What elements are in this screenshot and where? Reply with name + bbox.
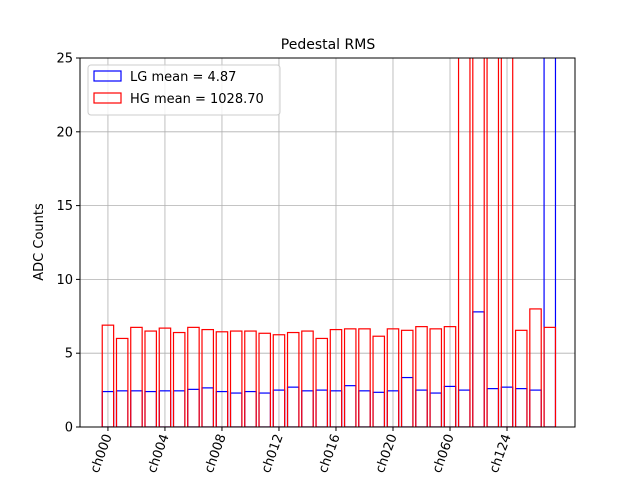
x-tick-label: ch000 [88, 432, 116, 475]
bar [258, 392, 272, 427]
y-tick-label: 10 [56, 273, 73, 288]
bars [101, 58, 557, 427]
bar [486, 388, 500, 427]
bar [329, 328, 343, 427]
bar [386, 328, 400, 427]
bar [172, 390, 186, 427]
legend-label: LG mean = 4.87 [130, 70, 236, 85]
y-tick-label: 20 [56, 125, 73, 140]
bar [514, 388, 528, 427]
bar [172, 331, 186, 427]
bar [201, 328, 215, 427]
bar [101, 324, 115, 427]
bar [400, 329, 414, 427]
bar [358, 390, 371, 427]
bar [457, 389, 471, 427]
bar [301, 330, 314, 427]
bar [244, 390, 257, 427]
bar [400, 376, 414, 427]
bar [343, 385, 357, 427]
bar [187, 388, 200, 427]
bar [543, 58, 557, 427]
bar [115, 390, 129, 427]
bar [529, 308, 542, 427]
bar [457, 58, 471, 427]
legend-swatch [93, 92, 122, 104]
bar [343, 328, 357, 427]
x-tick-label: ch004 [145, 432, 173, 475]
bar [115, 337, 129, 427]
bar [130, 326, 143, 427]
bar [258, 332, 272, 427]
bar [215, 331, 229, 427]
x-tick-label: ch016 [316, 432, 344, 475]
bar [301, 390, 314, 427]
bar [144, 390, 157, 427]
bar [429, 328, 443, 427]
bar [429, 392, 443, 427]
x-tick-label: ch060 [430, 432, 458, 475]
plot-frame [79, 57, 576, 428]
bar [187, 326, 200, 427]
bar [472, 311, 485, 427]
legend-swatch [93, 70, 122, 82]
y-tick-label: 25 [56, 52, 73, 67]
y-axis-label: ADC Counts [32, 203, 47, 281]
x-tick-label: ch008 [202, 432, 230, 475]
bar [229, 392, 243, 427]
chart-title: Pedestal RMS [281, 37, 376, 53]
bar [529, 389, 542, 427]
bar [229, 330, 243, 427]
bar [372, 335, 386, 427]
bar [514, 329, 528, 427]
legend: LG mean = 4.87 HG mean = 1028.70 [87, 64, 281, 116]
bar [244, 330, 257, 427]
bar [486, 58, 500, 427]
bar [315, 337, 329, 427]
x-tick-label: ch124 [487, 432, 515, 475]
legend-label: HG mean = 1028.70 [130, 92, 264, 107]
bar [415, 389, 428, 427]
bar [358, 328, 371, 427]
bar [315, 389, 329, 427]
bar [286, 386, 300, 427]
x-tick-label: ch020 [373, 432, 401, 475]
legend-box [87, 64, 281, 116]
bar [158, 327, 172, 427]
y-tick-label: 15 [56, 199, 73, 214]
bar [543, 326, 557, 427]
bar [272, 334, 286, 427]
y-tick-label: 0 [65, 421, 73, 436]
bar [415, 326, 428, 427]
bar [144, 330, 157, 427]
bar [372, 391, 386, 427]
bar [201, 387, 215, 427]
bar [286, 331, 300, 427]
bar [472, 58, 485, 427]
x-tick-label: ch012 [259, 432, 287, 475]
bar [130, 390, 143, 427]
y-tick-label: 5 [65, 347, 73, 362]
